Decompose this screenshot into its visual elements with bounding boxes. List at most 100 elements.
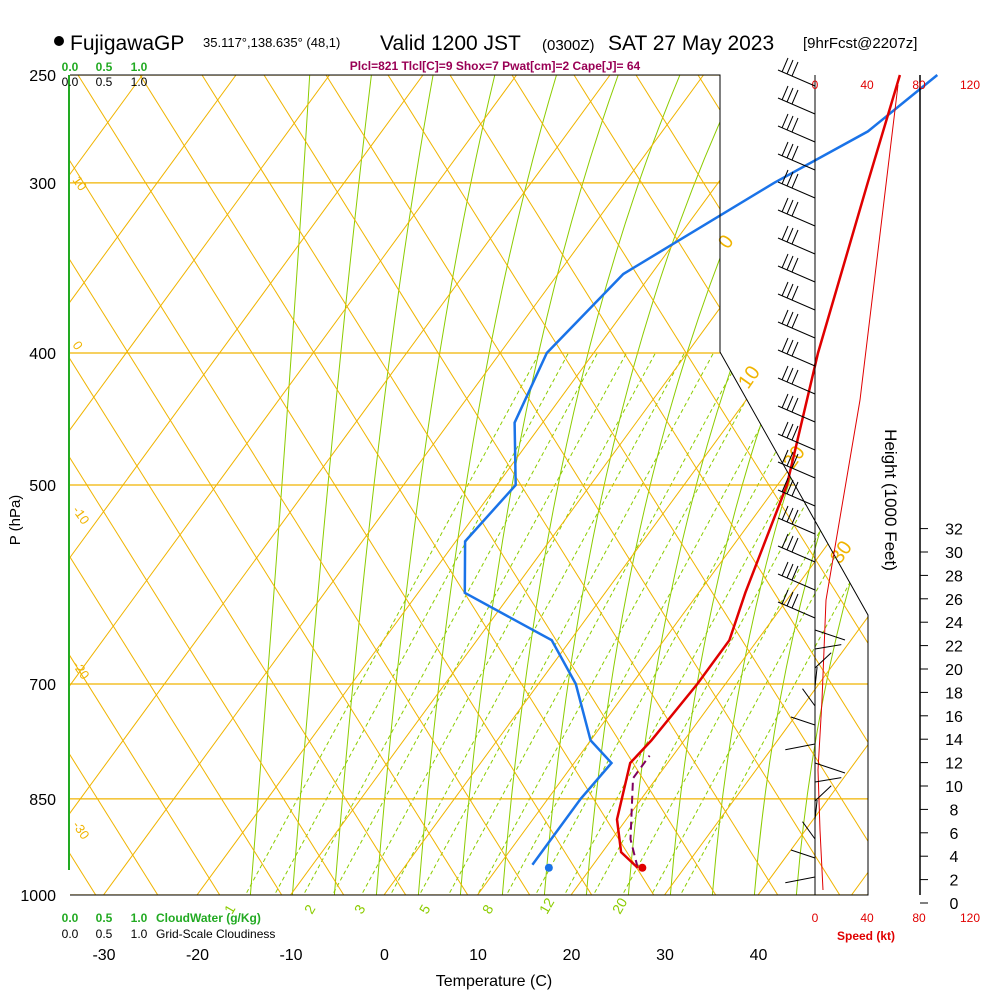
isotherm-line [757,75,868,895]
dry-adiabat-line [325,75,847,895]
dry-adiabat-line [70,75,475,895]
wind-barb [802,821,816,840]
wind-barb-feather [781,225,789,241]
height-tick-label: 10 [945,779,963,796]
dry-adiabat-line [77,75,599,895]
wind-barb-feather [786,535,794,551]
dry-adiabat-label: 10 [70,173,91,193]
wind-barb-feather [791,565,799,581]
wind-barb-feather [791,61,799,77]
wind-barb-feather [781,85,789,101]
mixing-ratio-line [471,351,773,895]
wind-barb-feather [781,505,789,521]
moist-adiabat [459,75,621,895]
temperature-tick-label: 30 [656,947,674,964]
height-tick-label: 2 [950,873,959,890]
wind-barb-feather [786,507,794,523]
wind-barb-feather [791,145,799,161]
pressure-tick-label: 400 [29,346,56,363]
wind-barb [777,321,816,339]
wind-barb-feather [786,311,794,327]
wind-barb-feather [786,115,794,131]
wind-barb [777,293,816,311]
wind-barb-feather [781,561,789,577]
sounding-indices: Plcl=821 Tlcl[C]=9 Shox=7 Pwat[cm]=2 Cap… [350,59,641,73]
mixing-ratio-line [239,351,541,895]
speed-tick-label-top: 120 [960,78,980,92]
wind-barb-feather [791,257,799,273]
dewpoint-curve [463,74,939,866]
wind-speed-profile [817,84,899,891]
cloudiness-tick-bottom: 1.0 [131,927,148,941]
wind-barb [814,777,842,783]
moist-adiabat-label: 10 [734,362,765,393]
moist-adiabat [375,75,497,895]
mixing-ratio-label: 8 [479,902,497,917]
wind-barb-feather [786,143,794,159]
mixing-ratio-line [529,351,831,895]
moist-adiabat [291,75,373,895]
wind-barb [785,876,816,884]
wind-barb-feather [791,229,799,245]
wind-barb [814,785,832,802]
wind-barb-feather [781,169,789,185]
height-tick-label: 14 [945,732,963,749]
height-tick-label: 28 [945,568,963,585]
mixing-ratio-line [384,351,686,895]
wind-barb-feather [786,59,794,75]
wind-barb-feather [786,367,794,383]
moist-adiabat [333,75,435,895]
dry-adiabat-line [263,75,785,895]
cloud-water-tick-top: 1.0 [131,60,148,74]
wind-barb-feather [781,589,789,605]
wind-barb-feather [786,227,794,243]
wind-barb [777,181,816,199]
height-tick-label: 30 [945,545,963,562]
pressure-tick-label: 1000 [20,888,56,905]
cloudiness-tick-bottom: 0.5 [96,927,113,941]
pressure-tick-label: 700 [29,677,56,694]
parcel-curve [629,755,651,869]
wind-layer [777,57,899,891]
wind-barb-feather [786,199,794,215]
station-name: FujigawaGP [70,32,184,55]
cloud-water-tick-bottom: 1.0 [131,911,148,925]
wind-barb-feather [786,395,794,411]
dry-adiabat-line [387,75,868,895]
wind-barb [785,743,816,751]
mixing-ratio-line [326,351,628,895]
wind-barb [777,573,816,591]
mixing-ratio-label: 5 [416,902,434,917]
dry-adiabat-line [511,75,868,895]
dry-adiabat-line [70,75,165,895]
wind-barb-feather [781,449,789,465]
wind-barb-feather [781,281,789,297]
wind-barb [777,601,816,619]
speed-tick-label-bottom: 40 [860,911,874,925]
dry-adiabat-line [821,75,868,895]
wind-barb [814,762,846,774]
wind-barb-feather [791,453,799,469]
wind-barb [790,849,816,859]
height-tick-label: 18 [945,685,963,702]
wind-barb-feather [791,173,799,189]
pressure-tick-label: 500 [29,478,56,495]
wind-barb-feather [786,339,794,355]
cloud-water-tick-top: 0.5 [96,60,113,74]
cloud-water-tick-bottom: 0.0 [62,911,79,925]
forecast-tag: [9hrFcst@2207z] [803,35,917,52]
wind-barb-feather [791,509,799,525]
wind-barb [777,377,816,395]
dry-adiabat-label: -30 [70,818,93,842]
height-tick-label: 22 [945,639,963,656]
wind-barb-feather [791,117,799,133]
cloudiness-label: Grid-Scale Cloudiness [156,927,275,941]
height-tick-label: 8 [950,802,959,819]
wind-barb [777,209,816,227]
cloudiness-tick-top: 0.5 [96,75,113,89]
moist-adiabat [795,75,868,895]
temperature-tick-label: 10 [469,947,487,964]
wind-barb [814,652,832,669]
